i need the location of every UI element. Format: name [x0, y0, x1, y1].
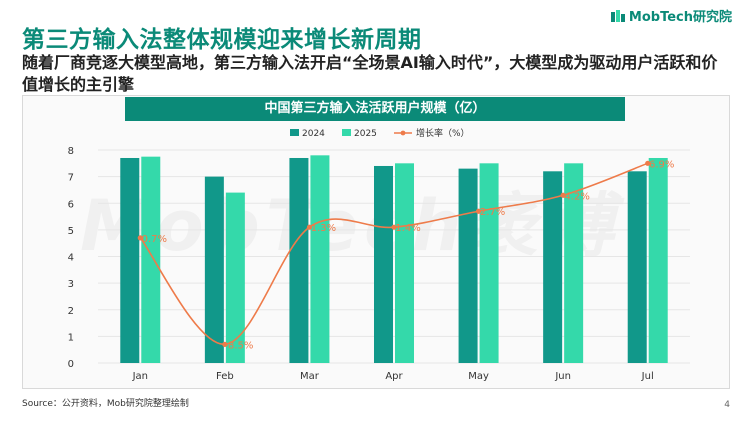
source-note: Source：公开资料，Mob研究院整理绘制	[22, 399, 189, 409]
growth-line: 0.7% -8.5% 1.3% 1.4% 2.7% 4.2% 6.9%	[137, 159, 674, 351]
brand-name: MobTech研究院	[628, 10, 732, 25]
y-tick-label: 2	[68, 306, 74, 317]
legend: 2024 2025 增长率（%）	[290, 127, 470, 139]
x-tick-label: Jun	[554, 371, 571, 382]
growth-point-Mar	[306, 224, 313, 230]
x-tick-label: Feb	[216, 371, 234, 382]
bar-2025-Feb	[225, 192, 245, 363]
brand-logo: MobTech研究院	[610, 6, 732, 25]
grid	[98, 149, 690, 364]
x-tick-label: Apr	[385, 371, 403, 382]
y-tick-label: 1	[68, 332, 74, 343]
bar-2025-Jun	[564, 163, 584, 363]
growth-label: 6.9%	[649, 159, 674, 170]
legend-label: 2024	[302, 129, 325, 139]
growth-label: 2.7%	[480, 207, 505, 218]
growth-point-Jul	[645, 160, 651, 166]
growth-point-May	[475, 208, 482, 214]
bar-2024-Feb	[204, 176, 224, 363]
y-tick-label: 8	[68, 146, 74, 157]
axes: 0 1 2 3 4 5 6 7 8 Jan Feb Mar Apr May Jun Jul	[68, 146, 654, 382]
x-tick-label: Jan	[132, 371, 148, 382]
y-tick-label: 7	[68, 173, 74, 184]
logo-icon	[610, 9, 625, 22]
bar-2024-Jul	[627, 171, 647, 363]
growth-label: 1.4%	[395, 223, 420, 234]
y-tick-label: 3	[68, 279, 74, 290]
bar-2025-May	[479, 163, 499, 363]
bar-2024-May	[458, 168, 478, 363]
y-tick-label: 6	[68, 199, 74, 210]
x-tick-label: May	[468, 371, 489, 382]
y-tick-label: 0	[68, 359, 74, 370]
growth-label: 4.2%	[564, 191, 589, 202]
growth-point-Apr	[391, 224, 397, 230]
bar-2025-Jan	[141, 156, 161, 363]
page-number: 4	[724, 400, 730, 410]
bar-2024-Mar	[289, 157, 309, 363]
bar-2025-Mar	[310, 155, 330, 363]
growth-point-Feb	[222, 341, 228, 347]
bar-2024-Apr	[374, 165, 393, 363]
legend-swatch-2025	[342, 129, 351, 136]
growth-label: 1.3%	[311, 223, 336, 234]
y-tick-label: 5	[68, 226, 74, 237]
legend-marker-growth	[400, 130, 406, 136]
bars	[120, 155, 668, 363]
y-tick-label: 4	[68, 253, 74, 264]
growth-label: -8.5%	[224, 340, 253, 351]
growth-label: 0.7%	[142, 234, 167, 245]
legend-label: 2025	[354, 129, 377, 139]
page-title: 第三方输入法整体规模迎来增长新周期	[22, 27, 422, 53]
bar-2024-Jan	[120, 157, 140, 363]
page-subtitle: 随着厂商竞逐大模型高地，第三方输入法开启“全场景AI输入时代”，大模型成为驱动用…	[22, 53, 718, 94]
bar-2024-Jun	[543, 171, 563, 363]
bar-2025-Jul	[648, 157, 668, 363]
chart-title: 中国第三方输入法活跃用户规模（亿）	[125, 97, 625, 121]
legend-swatch-2024	[290, 129, 299, 136]
growth-point-Jan	[137, 235, 143, 241]
x-tick-label: Jul	[641, 371, 654, 382]
growth-point-Jun	[560, 192, 566, 198]
x-tick-label: Mar	[300, 371, 320, 382]
legend-label: 增长率（%）	[416, 127, 470, 139]
bar-2025-Apr	[395, 163, 414, 363]
